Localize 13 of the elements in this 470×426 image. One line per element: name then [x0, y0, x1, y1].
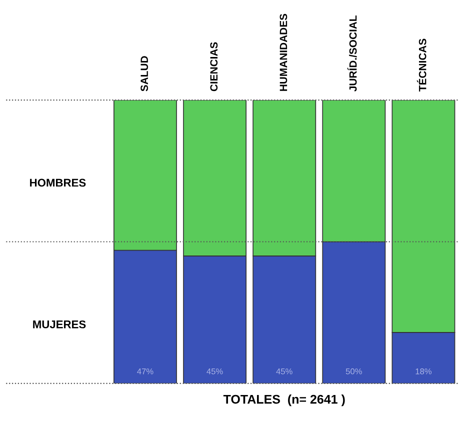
x-axis-title: TOTALES (n= 2641 ) — [223, 394, 345, 406]
text: HOMBRES — [30, 178, 86, 187]
x-tick-label: SALUD — [140, 56, 148, 92]
data-label: 45% — [276, 368, 292, 374]
data-label: 47% — [137, 368, 154, 374]
text: MUJERES — [33, 320, 86, 328]
data-label: 18% — [416, 368, 432, 374]
x-tick-label: TÉCNICAS — [416, 38, 426, 92]
x-tick-label: CIENCIAS — [210, 42, 218, 92]
data-label: 45% — [206, 368, 223, 374]
data-label: 50% — [346, 368, 362, 374]
x-tick-label: HUMANIDADES — [280, 14, 288, 91]
x-tick-label: JURÍD./SOCIAL — [347, 16, 357, 92]
